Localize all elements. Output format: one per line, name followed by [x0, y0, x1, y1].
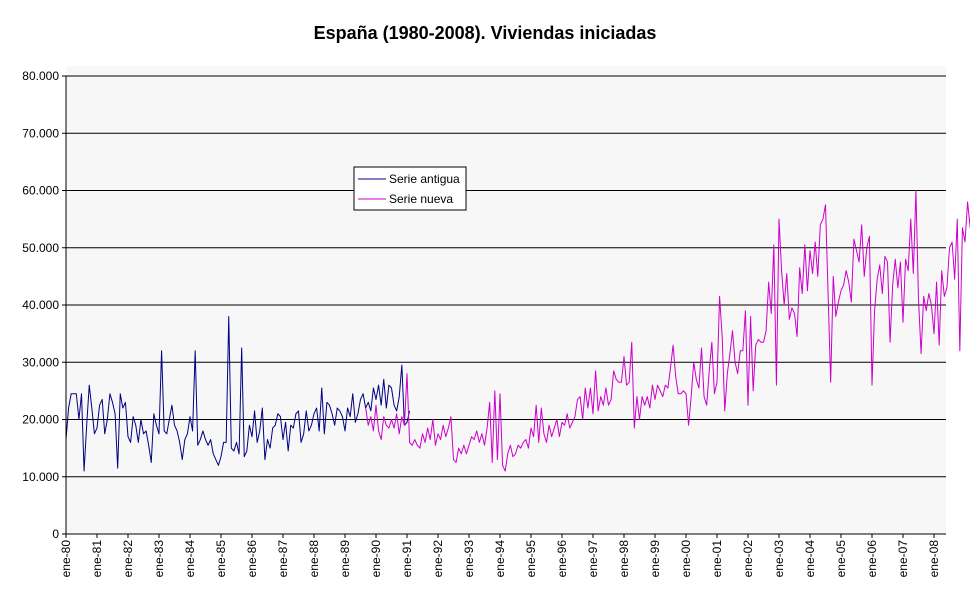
legend: Serie antigua Serie nueva	[353, 166, 467, 211]
x-tick-label: ene-99	[648, 540, 662, 578]
x-tick-label: ene-98	[617, 540, 631, 578]
x-tick-label: ene-88	[307, 540, 321, 578]
x-tick-label: ene-82	[121, 540, 135, 578]
x-tick-label: ene-01	[710, 540, 724, 578]
x-tick-label: ene-03	[772, 540, 786, 578]
legend-label: Serie nueva	[389, 192, 453, 206]
x-tick-label: ene-95	[524, 540, 538, 578]
x-tick-label: ene-85	[214, 540, 228, 578]
x-tick-label: ene-92	[431, 540, 445, 578]
series-line-serie-nueva	[365, 190, 970, 472]
x-tick-label: ene-90	[369, 540, 383, 578]
x-tick-label: ene-83	[152, 540, 166, 578]
x-tick-label: ene-02	[741, 540, 755, 578]
y-tick-label: 30.000	[22, 355, 59, 369]
y-tick-label: 50.000	[22, 241, 59, 255]
x-tick-label: ene-94	[493, 540, 507, 578]
x-tick-label: ene-96	[555, 540, 569, 578]
x-tick-label: ene-07	[896, 540, 910, 578]
x-tick-label: ene-00	[679, 540, 693, 578]
x-tick-label: ene-04	[803, 540, 817, 578]
series-line-serie-antigua	[65, 315, 411, 472]
x-tick-label: ene-05	[834, 540, 848, 578]
y-tick-label: 20.000	[22, 413, 59, 427]
x-tick-label: ene-08	[927, 540, 941, 578]
legend-box	[353, 166, 467, 211]
y-tick-label: 60.000	[22, 184, 59, 198]
x-tick-label: ene-80	[59, 540, 73, 578]
gridlines	[66, 75, 946, 478]
x-tick-label: ene-93	[462, 540, 476, 578]
x-tick-label: ene-84	[183, 540, 197, 578]
x-tick-label: ene-86	[245, 540, 259, 578]
legend-label: Serie antigua	[389, 172, 460, 186]
y-tick-label: 40.000	[22, 298, 59, 312]
x-tick-label: ene-06	[865, 540, 879, 578]
x-tick-label: ene-89	[338, 540, 352, 578]
x-tick-label: ene-97	[586, 540, 600, 578]
y-tick-label: 10.000	[22, 470, 59, 484]
y-tick-label: 80.000	[22, 69, 59, 83]
y-tick-label: 70.000	[22, 126, 59, 140]
x-tick-label: ene-81	[90, 540, 104, 578]
y-tick-labels: 0 10.000 20.000 30.000 40.000 50.000 60.000 70.…	[22, 69, 66, 541]
x-tick-label: ene-91	[400, 540, 414, 578]
plot-area	[66, 66, 946, 534]
series-layer	[65, 190, 970, 472]
y-tick-label: 0	[52, 527, 59, 541]
x-tick-label: ene-87	[276, 540, 290, 578]
x-tick-labels: ene-80 ene-81 ene-82 ene-83 ene-84 ene-85 ene-…	[59, 534, 941, 577]
chart-title: España (1980-2008). Viviendas iniciadas	[314, 23, 657, 43]
